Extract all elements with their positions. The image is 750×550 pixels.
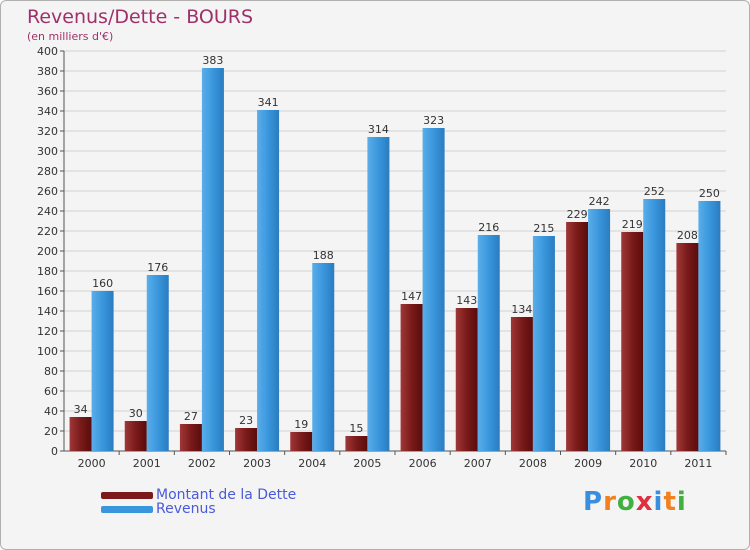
bar-dette — [179, 424, 202, 451]
bar-dette — [621, 232, 644, 451]
bar-dette — [455, 308, 478, 451]
data-label-revenus: 160 — [92, 277, 113, 290]
data-label-dette: 15 — [349, 422, 363, 435]
y-tick-label: 340 — [37, 105, 58, 118]
y-tick-label: 260 — [37, 185, 58, 198]
chart-title: Revenus/Dette - BOURS — [27, 6, 254, 28]
legend-label-dette: Montant de la Dette — [156, 487, 297, 503]
data-label-revenus: 383 — [202, 54, 223, 67]
x-tick-label: 2006 — [409, 457, 437, 470]
data-label-dette: 143 — [456, 294, 477, 307]
data-label-dette: 134 — [511, 303, 532, 316]
data-label-dette: 19 — [294, 418, 308, 431]
bar-revenus — [477, 235, 500, 451]
y-tick-label: 60 — [44, 385, 58, 398]
data-label-dette: 147 — [401, 290, 422, 303]
x-tick-label: 2011 — [684, 457, 712, 470]
data-label-dette: 34 — [74, 403, 88, 416]
x-tick-label: 2007 — [464, 457, 492, 470]
bar-revenus — [91, 291, 114, 451]
legend-label-revenus: Revenus — [156, 501, 216, 517]
y-tick-label: 300 — [37, 145, 58, 158]
data-label-dette: 27 — [184, 410, 198, 423]
x-tick-label: 2000 — [78, 457, 106, 470]
y-tick-label: 20 — [44, 425, 58, 438]
x-tick-label: 2001 — [133, 457, 161, 470]
legend-swatch-dette — [101, 492, 153, 499]
data-label-revenus: 176 — [147, 261, 168, 274]
logo-letter: t — [663, 487, 677, 517]
bar-dette — [124, 421, 147, 451]
data-label-dette: 229 — [567, 208, 588, 221]
bar-dette — [566, 222, 589, 451]
x-tick-label: 2002 — [188, 457, 216, 470]
x-tick-label: 2003 — [243, 457, 271, 470]
y-tick-label: 180 — [37, 265, 58, 278]
bar-revenus — [257, 110, 280, 451]
y-tick-label: 280 — [37, 165, 58, 178]
y-tick-label: 0 — [51, 445, 58, 458]
data-label-dette: 23 — [239, 414, 253, 427]
y-tick-label: 100 — [37, 345, 58, 358]
bar-dette — [510, 317, 533, 451]
data-label-dette: 30 — [129, 407, 143, 420]
y-tick-label: 200 — [37, 245, 58, 258]
x-tick-label: 2010 — [629, 457, 657, 470]
logo-letter: r — [603, 487, 617, 517]
bar-dette — [345, 436, 368, 451]
data-label-revenus: 323 — [423, 114, 444, 127]
bar-revenus — [422, 128, 445, 451]
y-tick-label: 80 — [44, 365, 58, 378]
bar-revenus — [698, 201, 721, 451]
y-tick-label: 220 — [37, 225, 58, 238]
x-tick-label: 2008 — [519, 457, 547, 470]
data-label-dette: 208 — [677, 229, 698, 242]
bar-revenus — [312, 263, 335, 451]
y-tick-label: 320 — [37, 125, 58, 138]
logo-letter: i — [676, 487, 687, 517]
bar-dette — [676, 243, 699, 451]
y-tick-label: 240 — [37, 205, 58, 218]
proxiti-logo: Proxiti — [583, 487, 687, 517]
bar-dette — [290, 432, 313, 451]
y-tick-label: 160 — [37, 285, 58, 298]
y-tick-label: 120 — [37, 325, 58, 338]
x-tick-label: 2005 — [353, 457, 381, 470]
data-label-revenus: 216 — [478, 221, 499, 234]
logo-letter: o — [616, 487, 636, 517]
data-label-dette: 219 — [622, 218, 643, 231]
logo-letter: x — [635, 487, 654, 517]
x-tick-label: 2004 — [298, 457, 326, 470]
chart-subtitle: (en milliers d'€) — [27, 30, 114, 43]
bar-revenus — [532, 236, 555, 451]
bar-revenus — [588, 209, 611, 451]
legend-swatch-revenus — [101, 506, 153, 513]
bar-revenus — [367, 137, 390, 451]
y-tick-label: 140 — [37, 305, 58, 318]
y-tick-label: 40 — [44, 405, 58, 418]
logo-letter: P — [583, 487, 604, 517]
bar-dette — [400, 304, 423, 451]
y-tick-label: 400 — [37, 45, 58, 58]
bar-dette — [69, 417, 92, 451]
data-label-revenus: 314 — [368, 123, 389, 136]
data-label-revenus: 252 — [644, 185, 665, 198]
data-label-revenus: 242 — [589, 195, 610, 208]
x-tick-label: 2009 — [574, 457, 602, 470]
bar-revenus — [643, 199, 666, 451]
data-label-revenus: 188 — [313, 249, 334, 262]
data-label-revenus: 250 — [699, 187, 720, 200]
y-tick-label: 360 — [37, 85, 58, 98]
bar-revenus — [201, 68, 224, 451]
data-label-revenus: 215 — [533, 222, 554, 235]
data-label-revenus: 341 — [258, 96, 279, 109]
logo-letter: i — [653, 487, 664, 517]
bar-dette — [235, 428, 258, 451]
y-tick-label: 380 — [37, 65, 58, 78]
bar-revenus — [146, 275, 169, 451]
